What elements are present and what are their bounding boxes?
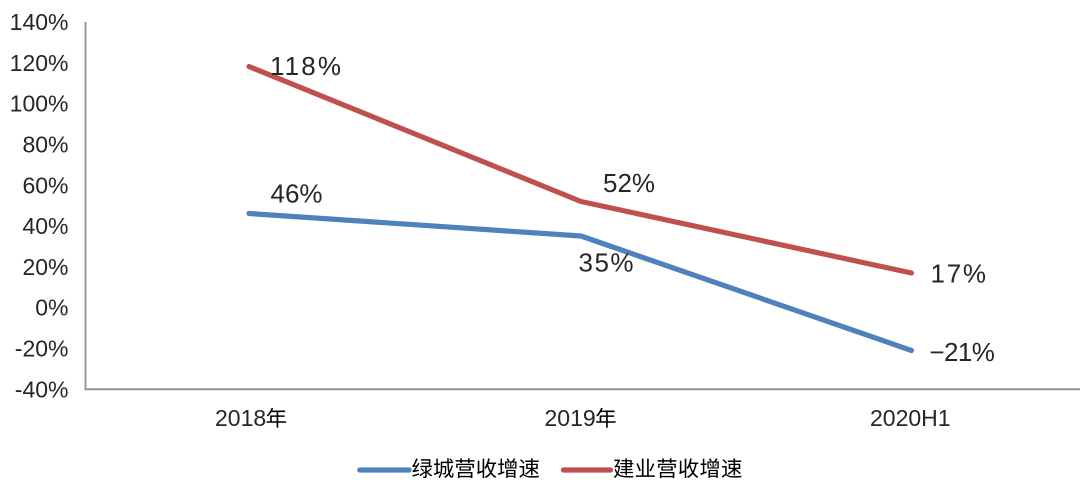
- svg-text:2020H1: 2020H1: [870, 405, 951, 431]
- svg-text:118%: 118%: [270, 51, 341, 81]
- svg-text:35%: 35%: [579, 247, 634, 277]
- svg-text:2019: 2019: [545, 405, 596, 431]
- svg-text:100%: 100%: [10, 91, 69, 117]
- svg-text:140%: 140%: [10, 9, 69, 35]
- svg-text:40%: 40%: [22, 213, 68, 239]
- svg-text:17%: 17%: [931, 259, 987, 289]
- svg-text:2018: 2018: [215, 405, 266, 431]
- svg-text:20%: 20%: [22, 254, 68, 280]
- svg-text:120%: 120%: [10, 50, 69, 76]
- svg-text:80%: 80%: [22, 131, 68, 157]
- svg-text:-20%: -20%: [15, 336, 69, 362]
- svg-text:60%: 60%: [22, 172, 68, 198]
- svg-text:46%: 46%: [271, 178, 323, 208]
- svg-text:−21%: −21%: [929, 337, 995, 367]
- svg-text:-40%: -40%: [15, 376, 69, 402]
- svg-text:0%: 0%: [35, 295, 68, 321]
- svg-text:52%: 52%: [603, 168, 655, 198]
